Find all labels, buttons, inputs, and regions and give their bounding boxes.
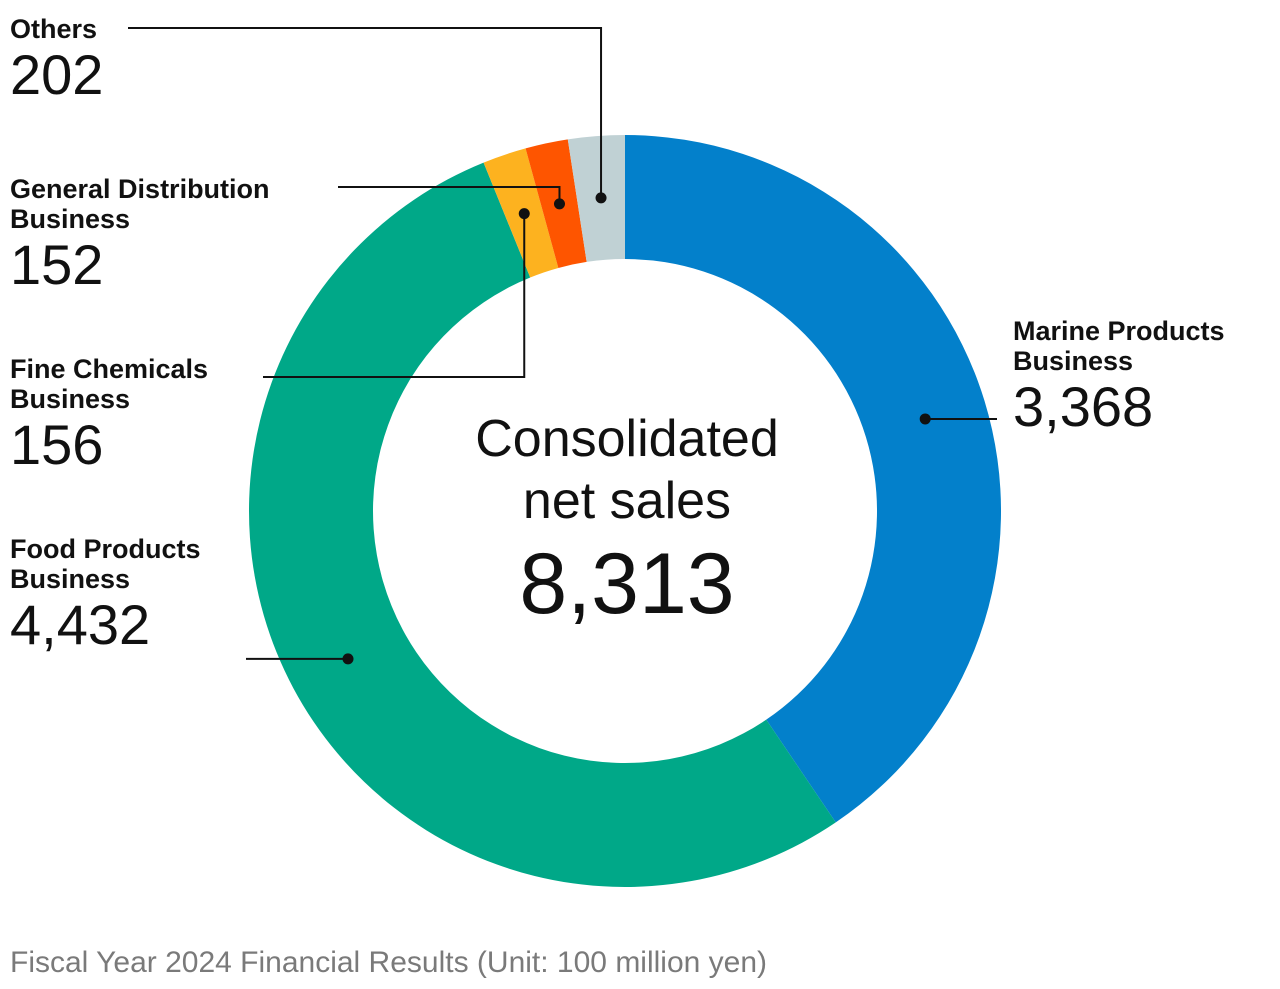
label-food-products: Food Products Business 4,432 [10,534,201,656]
donut-slices [248,135,1001,888]
leader-dot-general-distribution [553,198,565,210]
fine-chemicals-value: 156 [10,413,104,476]
food-products-value: 4,432 [10,593,151,656]
leader-lines [128,27,997,665]
leader-dot-food-products [342,653,354,665]
chart-center-title: Consolidated net sales [475,410,779,530]
general-distribution-name: General Distribution Business [10,174,270,234]
chart-center-total: 8,313 [519,536,735,632]
leader-dot-fine-chemicals [518,208,530,220]
label-others: Others 202 [10,14,103,106]
leader-line-fine-chemicals [263,213,526,378]
leader-dot-marine-products [919,413,931,425]
leader-line-general-distribution [338,186,561,204]
fine-chemicals-name: Fine Chemicals Business [10,354,209,414]
label-fine-chemicals: Fine Chemicals Business 156 [10,354,208,476]
chart-footnote: Fiscal Year 2024 Financial Results (Unit… [10,946,768,979]
general-distribution-value: 152 [10,233,104,296]
others-name: Others [10,14,98,44]
marine-products-name: Marine Products Business [1013,316,1225,376]
slice-food-products [248,162,836,888]
leader-line-others [128,27,603,198]
slice-marine-products [625,135,1001,823]
food-products-name: Food Products Business [10,534,201,594]
others-value: 202 [10,43,104,106]
marine-products-value: 3,368 [1013,375,1154,438]
leader-dot-others [595,192,607,204]
label-marine-products: Marine Products Business 3,368 [1013,316,1225,438]
label-general-distribution: General Distribution Business 152 [10,174,270,296]
